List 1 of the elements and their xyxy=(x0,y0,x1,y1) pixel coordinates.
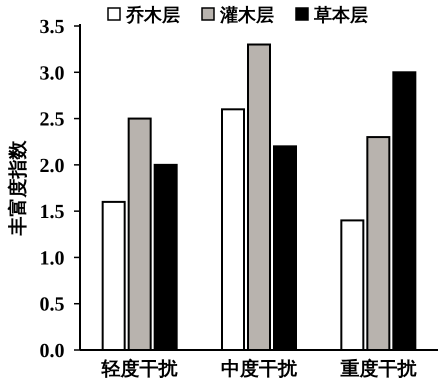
ylabel: 丰富度指数 xyxy=(7,140,29,236)
